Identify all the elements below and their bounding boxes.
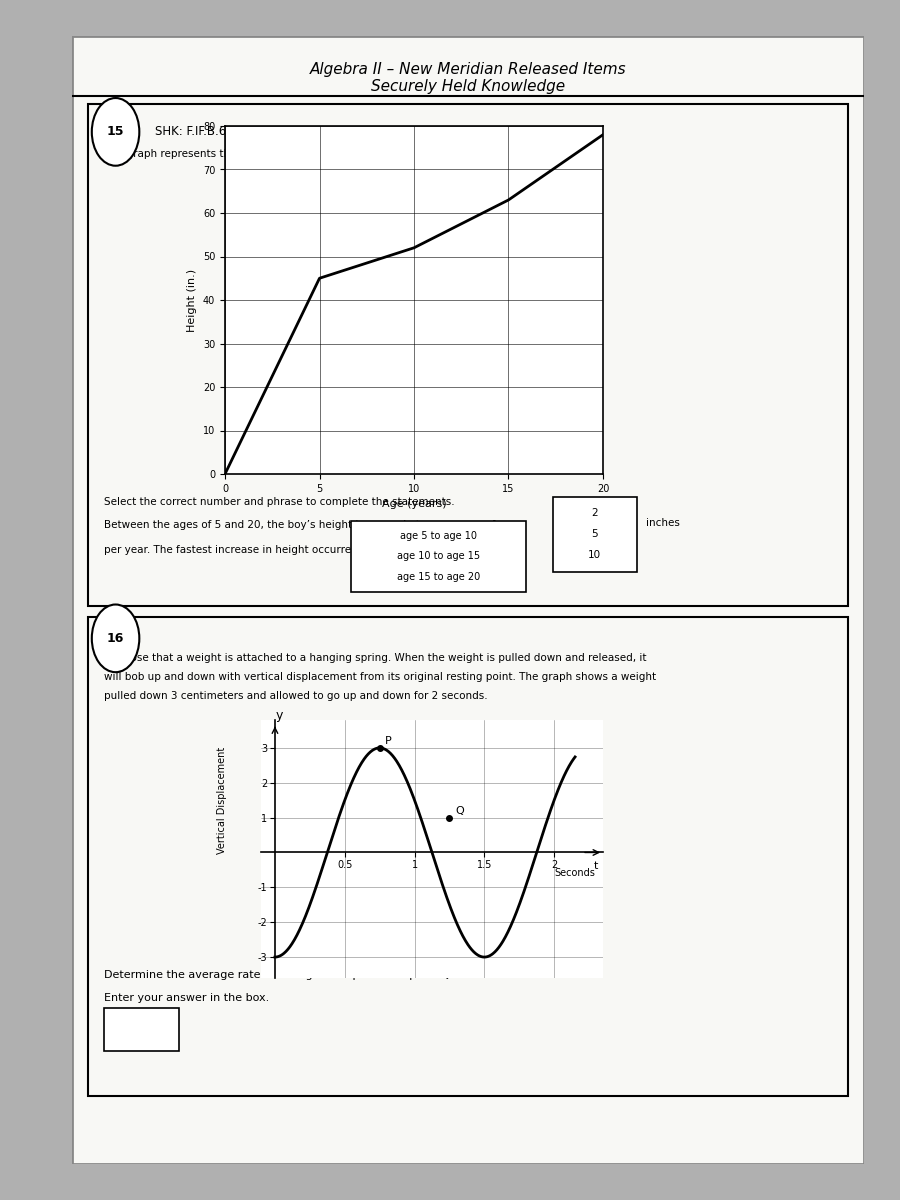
Text: per year. The fastest increase in height occurred from: per year. The fastest increase in height… (104, 545, 385, 554)
Text: 5: 5 (591, 529, 598, 539)
Text: y: y (275, 709, 283, 721)
Text: t: t (594, 862, 598, 871)
Text: age 5 to age 10: age 5 to age 10 (400, 532, 477, 541)
Text: Seconds: Seconds (554, 868, 596, 878)
Text: Securely Held Knowledge: Securely Held Knowledge (371, 79, 565, 94)
Text: inches: inches (646, 518, 680, 528)
Text: Enter your answer in the box.: Enter your answer in the box. (104, 992, 269, 1002)
FancyBboxPatch shape (351, 521, 526, 592)
Text: will bob up and down with vertical displacement from its original resting point.: will bob up and down with vertical displ… (104, 672, 656, 682)
Text: Determine the average rate of change from point P to point Q.: Determine the average rate of change fro… (104, 970, 454, 980)
FancyBboxPatch shape (553, 497, 636, 571)
Text: Q: Q (455, 806, 464, 816)
FancyBboxPatch shape (72, 36, 864, 1164)
Text: pulled down 3 centimeters and allowed to go up and down for 2 seconds.: pulled down 3 centimeters and allowed to… (104, 691, 487, 701)
Text: Algebra II – New Meridian Released Items: Algebra II – New Meridian Released Items (310, 62, 626, 77)
Text: SHK: F.IF.B.6: SHK: F.IF.B.6 (155, 125, 227, 138)
Text: Select the correct number and phrase to complete the statements.: Select the correct number and phrase to … (104, 497, 454, 508)
Text: 2: 2 (591, 508, 598, 517)
Circle shape (92, 98, 140, 166)
X-axis label: Age (years): Age (years) (382, 499, 446, 509)
Text: Vertical Displacement: Vertical Displacement (217, 746, 227, 854)
Text: 15: 15 (107, 125, 124, 138)
Text: 10: 10 (589, 551, 601, 560)
Text: 16: 16 (107, 632, 124, 644)
Text: Suppose that a weight is attached to a hanging spring. When the weight is pulled: Suppose that a weight is attached to a h… (104, 653, 646, 664)
Text: age 10 to age 15: age 10 to age 15 (397, 552, 481, 562)
Text: The graph represents the height, in inches (in.), of a boy from age 5 to age 20: The graph represents the height, in inch… (104, 149, 512, 158)
Text: Between the ages of 5 and 20, the boy’s height increased at an average of: Between the ages of 5 and 20, the boy’s … (104, 520, 495, 530)
FancyBboxPatch shape (104, 1008, 179, 1051)
Text: age 15 to age 20: age 15 to age 20 (397, 571, 481, 582)
Circle shape (92, 605, 140, 672)
Text: P: P (385, 736, 392, 746)
Y-axis label: Height (in.): Height (in.) (187, 269, 197, 331)
